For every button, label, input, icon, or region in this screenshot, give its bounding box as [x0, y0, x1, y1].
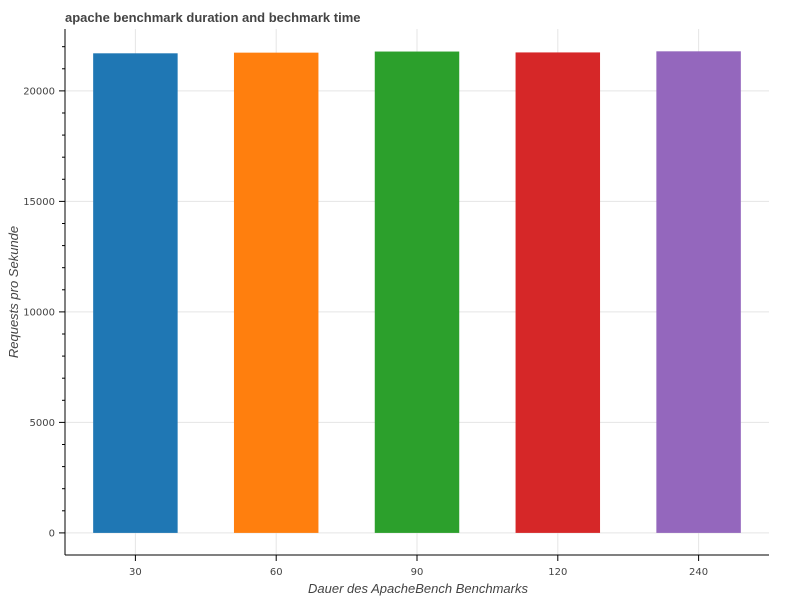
- x-tick-label: 60: [270, 567, 283, 578]
- bar-30: [93, 53, 178, 533]
- y-tick-label: 15000: [23, 197, 55, 208]
- y-ticks: 0 5000 10000 15000 20000: [23, 46, 65, 539]
- y-tick-label: 5000: [30, 418, 55, 429]
- x-tick-label: 30: [129, 567, 142, 578]
- x-axis-label: Dauer des ApacheBench Benchmarks: [308, 581, 528, 596]
- chart-title: apache benchmark duration and bechmark t…: [65, 10, 360, 25]
- bar-90: [374, 51, 460, 533]
- x-tick-label: 120: [548, 567, 567, 578]
- y-axis-label: Requests pro Sekunde: [6, 226, 21, 358]
- bar-120: [515, 52, 601, 533]
- y-tick-label: 0: [49, 528, 55, 539]
- y-tick-label: 10000: [23, 307, 55, 318]
- y-tick-label: 20000: [23, 86, 55, 97]
- x-ticks: 30 60 90 120 240: [129, 555, 708, 578]
- bars: [93, 51, 741, 533]
- bar-60: [233, 52, 319, 533]
- bar-240: [656, 51, 741, 533]
- x-tick-label: 240: [689, 567, 708, 578]
- x-tick-label: 90: [411, 567, 424, 578]
